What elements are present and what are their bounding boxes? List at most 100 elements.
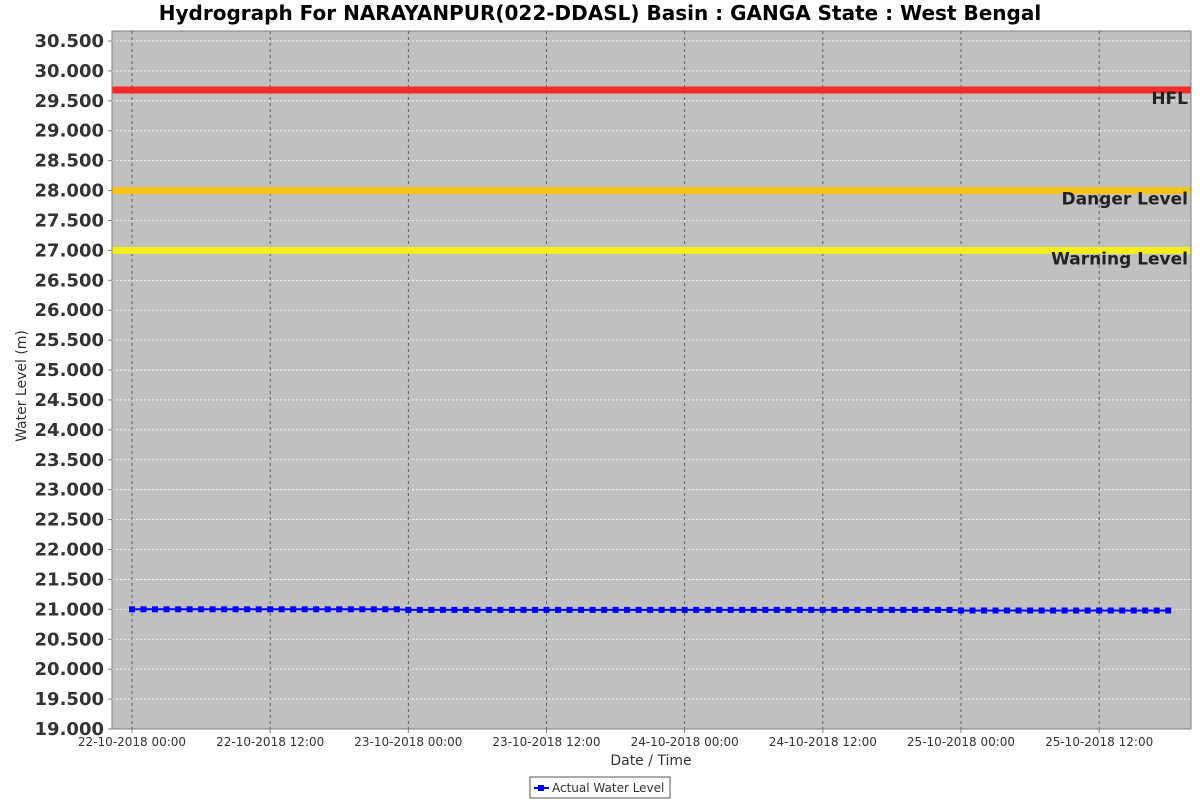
y-tick-label: 28.500	[35, 151, 104, 172]
y-tick-label: 26.000	[35, 300, 104, 321]
y-tick-label: 22.000	[35, 540, 104, 561]
data-point	[163, 606, 170, 613]
reference-line-label: HFL	[1151, 89, 1188, 109]
data-point	[474, 606, 481, 613]
plot-area	[112, 31, 1191, 729]
x-tick-label: 23-10-2018 12:00	[492, 735, 600, 749]
legend: Actual Water Level	[529, 776, 671, 799]
data-point	[1142, 607, 1149, 614]
y-tick-label: 21.500	[35, 569, 104, 590]
data-point	[336, 606, 343, 613]
data-point	[520, 606, 527, 613]
y-tick-label: 24.000	[35, 420, 104, 441]
legend-label: Actual Water Level	[552, 781, 664, 795]
data-point	[140, 606, 147, 613]
y-tick-label: 19.000	[35, 719, 104, 740]
data-point	[1107, 607, 1114, 614]
data-point	[359, 606, 366, 613]
data-point	[888, 606, 895, 613]
y-tick-label: 27.000	[35, 240, 104, 261]
data-point	[1004, 607, 1010, 614]
data-point	[819, 606, 826, 613]
data-point	[601, 606, 608, 613]
y-tick-label: 30.000	[35, 61, 104, 82]
data-point	[762, 606, 769, 613]
data-point	[313, 606, 320, 613]
data-point	[670, 606, 677, 613]
y-tick-label: 25.500	[35, 330, 104, 351]
data-point	[485, 606, 492, 613]
data-point	[1084, 607, 1091, 614]
data-point	[773, 606, 780, 613]
x-tick-label: 22-10-2018 12:00	[216, 735, 324, 749]
x-axis-ticks: 22-10-2018 00:00 22-10-2018 12:00 23-10-20…	[78, 729, 1153, 749]
data-point	[221, 606, 228, 613]
data-point	[647, 606, 654, 613]
data-point	[969, 607, 976, 614]
y-tick-label: 20.500	[35, 629, 104, 650]
data-point	[716, 606, 723, 613]
y-tick-label: 20.000	[35, 659, 104, 680]
x-tick-label: 25-10-2018 12:00	[1045, 735, 1153, 749]
y-tick-label: 22.500	[35, 510, 104, 531]
data-point	[278, 606, 285, 613]
reference-line-label: Warning Level	[1051, 249, 1188, 269]
data-point	[992, 607, 999, 614]
data-point	[808, 606, 815, 613]
data-point	[911, 606, 918, 613]
data-point	[681, 606, 688, 613]
data-point	[129, 606, 135, 613]
data-point	[831, 606, 838, 613]
data-point	[900, 606, 907, 613]
y-tick-label: 29.000	[35, 121, 104, 142]
data-point	[428, 606, 435, 613]
data-point	[727, 606, 734, 613]
y-tick-label: 21.000	[35, 599, 104, 620]
data-point	[347, 606, 354, 613]
grid-lines	[112, 31, 1191, 730]
data-point	[439, 606, 446, 613]
data-point	[1130, 607, 1137, 614]
data-point	[935, 606, 941, 613]
reference-lines: HFL Danger Level Warning Level	[112, 86, 1191, 269]
data-point	[624, 606, 631, 613]
y-tick-label: 23.500	[35, 450, 104, 471]
data-point	[543, 606, 550, 613]
data-point	[1015, 607, 1022, 614]
data-point	[865, 606, 872, 613]
data-point	[578, 606, 584, 613]
data-point	[1153, 607, 1160, 614]
y-tick-label: 25.000	[35, 360, 104, 381]
y-tick-label: 27.500	[35, 210, 104, 231]
data-point	[566, 606, 573, 613]
reference-line-label: Danger Level	[1062, 190, 1189, 210]
x-tick-label: 22-10-2018 00:00	[78, 735, 186, 749]
data-point	[382, 606, 389, 613]
data-point	[1061, 607, 1068, 614]
data-point	[370, 606, 377, 613]
y-tick-label: 30.500	[35, 31, 104, 52]
data-point	[152, 606, 158, 613]
y-axis-ticks: 19.000 19.500 20.000 20.500 21.000 21.500 22.0…	[35, 31, 112, 740]
data-point	[1073, 607, 1080, 614]
y-tick-label: 24.500	[35, 390, 104, 411]
x-tick-label: 24-10-2018 00:00	[631, 735, 739, 749]
data-point	[785, 606, 792, 613]
x-tick-label: 25-10-2018 00:00	[907, 735, 1015, 749]
data-point	[255, 606, 262, 613]
data-point	[589, 606, 596, 613]
data-point	[267, 606, 274, 613]
data-point	[958, 607, 964, 614]
data-point	[842, 606, 849, 613]
y-tick-label: 26.500	[35, 270, 104, 291]
data-point	[612, 606, 619, 613]
data-point	[877, 606, 884, 613]
legend-box	[529, 776, 671, 799]
data-point	[301, 606, 308, 613]
data-point	[232, 606, 239, 613]
data-point	[405, 606, 412, 613]
data-point	[186, 606, 193, 613]
data-point	[462, 606, 469, 613]
data-point	[658, 606, 665, 613]
data-point	[555, 606, 561, 613]
